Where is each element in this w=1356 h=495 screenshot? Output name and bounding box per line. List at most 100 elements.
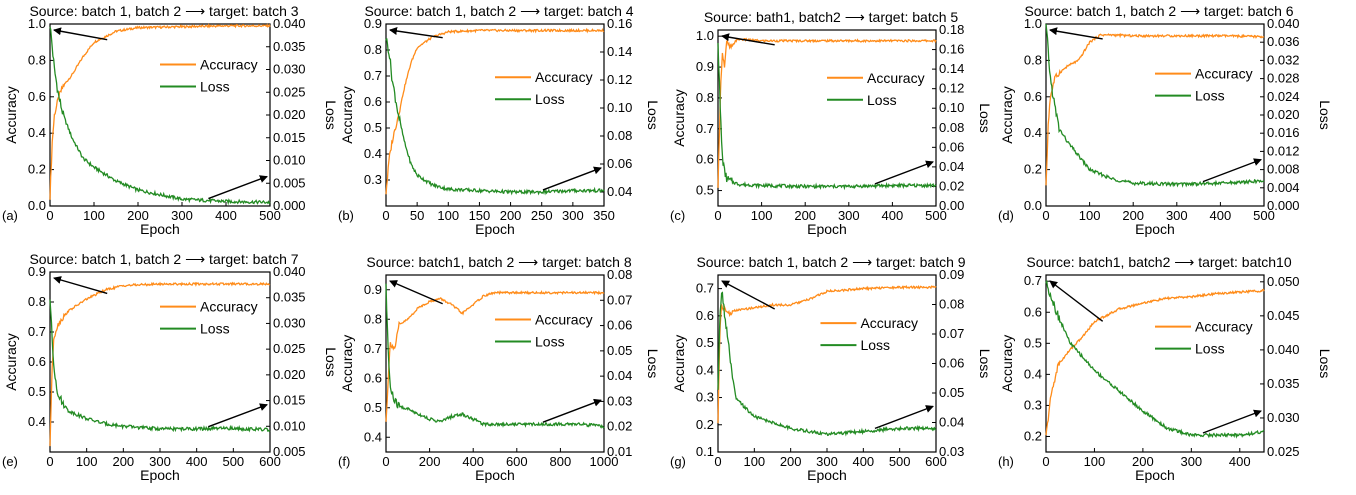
y-tick-label: 0.8	[28, 52, 46, 67]
y-axis-label: Accuracy	[671, 335, 687, 393]
loss-arrow	[542, 166, 602, 191]
y2-tick-label: 0.06	[607, 156, 632, 171]
y2-axis-label: Loss	[977, 103, 993, 133]
x-tick-label: 100	[83, 208, 105, 223]
x-tick-label: 0	[714, 454, 721, 469]
y-tick-label: 0.9	[696, 59, 714, 74]
loss-line	[717, 42, 937, 191]
y-axis-label: Accuracy	[3, 333, 19, 391]
accuracy-arrow	[53, 27, 108, 41]
accuracy-arrow	[1049, 27, 1103, 40]
y-tick-label: 0.6	[364, 370, 382, 385]
panel-2: Source: bath1, batch2 ⟶ target: batch 50…	[670, 9, 993, 237]
legend-label: Accuracy	[1195, 66, 1253, 82]
x-tick-label: 600	[925, 454, 947, 469]
y2-tick-label: 0.16	[939, 42, 964, 57]
y-tick-label: 0.2	[1024, 162, 1042, 177]
y2-tick-label: 0.012	[1267, 143, 1300, 158]
x-tick-label: 200	[780, 454, 802, 469]
x-tick-label: 0	[382, 208, 389, 223]
y2-tick-label: 0.035	[1267, 376, 1300, 391]
chart-title: Source: batch 1, batch 2 ⟶ target: batch…	[1024, 3, 1293, 19]
loss-line	[1045, 280, 1265, 439]
accuracy-line	[717, 284, 937, 424]
y-tick-label: 0.6	[696, 152, 714, 167]
y2-tick-label: 0.04	[939, 415, 964, 430]
panel-0: Source: batch 1, batch 2 ⟶ target: batch…	[2, 3, 339, 237]
loss-line	[49, 26, 271, 206]
x-tick-label: 200	[112, 454, 134, 469]
x-tick-label: 250	[531, 208, 553, 223]
y2-tick-label: 0.04	[939, 159, 964, 174]
y2-tick-label: 0.08	[607, 267, 632, 282]
y2-tick-label: 0.00	[939, 198, 964, 213]
y2-tick-label: 0.07	[607, 292, 632, 307]
y-tick-label: 0.5	[1024, 335, 1042, 350]
x-axis-label: Epoch	[807, 221, 847, 237]
legend-label: Loss	[535, 91, 565, 107]
x-tick-label: 800	[550, 454, 572, 469]
y-tick-label: 0.7	[28, 324, 46, 339]
y2-tick-label: 0.05	[939, 385, 964, 400]
y2-tick-label: 0.030	[1267, 410, 1300, 425]
y2-tick-label: 0.07	[939, 326, 964, 341]
y-tick-label: 0.7	[364, 341, 382, 356]
y2-tick-label: 0.06	[939, 356, 964, 371]
y-tick-label: 0.9	[364, 282, 382, 297]
y2-tick-label: 0.09	[939, 267, 964, 282]
y2-axis-label: Loss	[977, 349, 993, 379]
y-tick-label: 0.4	[28, 125, 46, 140]
loss-line	[49, 299, 271, 433]
y-tick-label: 0.7	[696, 121, 714, 136]
y-tick-label: 0.0	[28, 198, 46, 213]
x-tick-label: 500	[259, 208, 281, 223]
x-tick-label: 0	[46, 454, 53, 469]
y2-tick-label: 0.03	[607, 393, 632, 408]
y2-tick-label: 0.028	[1267, 71, 1300, 86]
legend-label: Loss	[860, 337, 890, 353]
y2-tick-label: 0.06	[607, 318, 632, 333]
legend-label: Loss	[535, 334, 565, 350]
y-tick-label: 0.4	[696, 362, 714, 377]
plot-frame	[717, 29, 937, 207]
y2-tick-label: 0.010	[273, 418, 306, 433]
x-tick-label: 0	[714, 208, 721, 223]
x-tick-label: 0	[1042, 208, 1049, 223]
accuracy-arrow	[389, 27, 443, 39]
accuracy-line	[49, 281, 271, 447]
y2-tick-label: 0.020	[273, 367, 306, 382]
legend-label: Loss	[1195, 88, 1225, 104]
y2-tick-label: 0.10	[939, 100, 964, 115]
legend-label: Loss	[1195, 341, 1225, 357]
y-tick-label: 0.4	[28, 414, 46, 429]
y2-axis-label: Loss	[323, 347, 339, 377]
y2-tick-label: 0.14	[939, 61, 964, 76]
y-tick-label: 0.7	[696, 281, 714, 296]
legend-label: Accuracy	[200, 57, 258, 73]
x-tick-label: 300	[171, 208, 193, 223]
panel-5: Source: batch1, batch 2 ⟶ target: batch …	[338, 254, 661, 483]
legend-label: Accuracy	[200, 299, 258, 315]
loss-arrow	[874, 160, 934, 185]
x-tick-label: 300	[816, 454, 838, 469]
chart-title: Source: batch1, batch 2 ⟶ target: batch …	[366, 254, 631, 270]
y2-tick-label: 0.02	[939, 178, 964, 193]
x-tick-label: 500	[889, 454, 911, 469]
loss-arrow	[1202, 409, 1262, 434]
y-tick-label: 0.4	[1024, 125, 1042, 140]
y2-tick-label: 0.10	[607, 100, 632, 115]
panel-7: Source: batch1, batch2 ⟶ target: batch10…	[998, 254, 1333, 483]
y2-tick-label: 0.015	[273, 393, 306, 408]
legend-label: Accuracy	[867, 70, 925, 86]
y-tick-label: 0.4	[364, 146, 382, 161]
y2-tick-label: 0.08	[939, 297, 964, 312]
x-tick-label: 100	[76, 454, 98, 469]
x-axis-label: Epoch	[475, 221, 515, 237]
y-tick-label: 0.9	[28, 264, 46, 279]
y2-axis-label: Loss	[1317, 100, 1333, 130]
legend-label: Loss	[867, 92, 897, 108]
y-tick-label: 0.8	[364, 311, 382, 326]
legend-label: Accuracy	[1195, 319, 1253, 335]
y2-tick-label: 0.14	[607, 44, 632, 59]
x-tick-label: 400	[1210, 208, 1232, 223]
